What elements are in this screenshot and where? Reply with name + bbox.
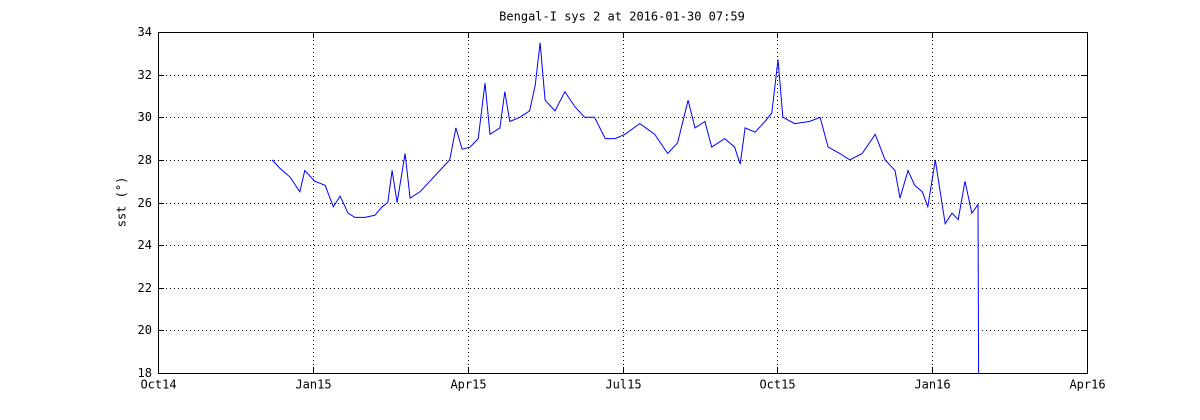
y-axis-label: sst (°) (115, 177, 129, 228)
x-tick-label: Oct15 (759, 378, 795, 392)
y-tick-label: 26 (138, 196, 152, 210)
y-tick-label: 34 (138, 25, 152, 39)
data-line (271, 42, 980, 374)
y-tick-label: 18 (138, 366, 152, 380)
y-tick-label: 30 (138, 110, 152, 124)
chart-title: Bengal-I sys 2 at 2016-01-30 07:59 (499, 10, 745, 24)
y-tick-label: 32 (138, 68, 152, 82)
x-tick-label: Apr15 (450, 378, 486, 392)
y-tick-label: 28 (138, 153, 152, 167)
y-tick-label: 20 (138, 323, 152, 337)
y-tick-label: 22 (138, 281, 152, 295)
x-tick-label: Jan16 (914, 378, 950, 392)
y-tick-label: 24 (138, 238, 152, 252)
x-tick-label: Jul15 (605, 378, 641, 392)
plot-frame (158, 32, 1088, 374)
x-tick-label: Oct14 (140, 378, 176, 392)
x-tick-label: Apr16 (1069, 378, 1105, 392)
x-tick-label: Jan15 (295, 378, 331, 392)
